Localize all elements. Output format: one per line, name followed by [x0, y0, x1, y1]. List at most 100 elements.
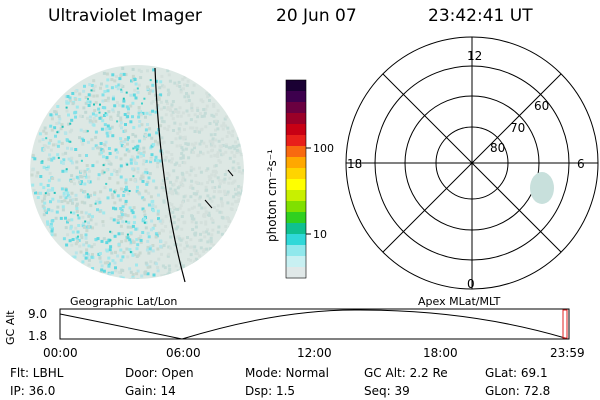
image-pixel — [68, 99, 72, 103]
image-pixel — [107, 264, 111, 268]
colorbar-segment — [286, 91, 306, 103]
image-pixel — [237, 143, 241, 147]
image-pixel — [121, 104, 125, 108]
image-pixel — [147, 203, 151, 207]
image-pixel — [85, 154, 88, 157]
image-pixel — [231, 129, 235, 133]
image-pixel — [110, 231, 114, 235]
image-pixel — [190, 206, 194, 210]
image-pixel — [139, 70, 143, 73]
image-pixel — [131, 275, 135, 279]
image-pixel — [133, 161, 137, 165]
image-pixel — [224, 115, 228, 119]
image-pixel — [84, 110, 88, 114]
image-pixel — [192, 144, 196, 147]
image-pixel — [61, 205, 65, 209]
image-pixel — [81, 223, 85, 227]
polar-auroral-patch — [530, 172, 554, 204]
image-pixel — [74, 197, 78, 201]
image-pixel — [145, 263, 149, 267]
image-pixel — [106, 89, 110, 93]
image-pixel — [164, 155, 168, 159]
image-pixel — [64, 95, 68, 99]
image-pixel — [142, 159, 146, 163]
image-pixel — [92, 117, 96, 120]
image-pixel — [150, 144, 154, 148]
image-pixel — [144, 168, 148, 172]
image-pixel — [142, 153, 145, 157]
image-pixel — [192, 167, 196, 171]
image-pixel — [223, 192, 227, 196]
image-pixel — [47, 141, 51, 145]
image-pixel — [223, 117, 227, 121]
image-pixel — [124, 129, 128, 133]
image-pixel — [233, 147, 237, 151]
image-pixel — [42, 148, 46, 152]
image-pixel — [141, 162, 145, 166]
image-pixel — [228, 176, 232, 180]
image-pixel — [119, 187, 123, 191]
image-pixel — [101, 93, 105, 97]
image-pixel — [119, 119, 123, 122]
image-pixel — [193, 245, 197, 249]
image-pixel — [217, 159, 221, 163]
image-pixel — [163, 274, 167, 278]
image-pixel — [218, 182, 222, 186]
image-pixel — [192, 217, 196, 221]
image-pixel — [216, 204, 220, 208]
image-pixel — [217, 178, 221, 182]
image-pixel — [179, 88, 183, 92]
image-pixel — [75, 105, 79, 109]
image-pixel — [101, 220, 105, 224]
image-pixel — [237, 149, 241, 153]
image-pixel — [239, 186, 243, 190]
image-pixel — [49, 139, 53, 142]
image-pixel — [87, 93, 91, 97]
image-pixel — [194, 231, 198, 235]
image-pixel — [154, 235, 158, 239]
image-pixel — [165, 177, 169, 180]
image-pixel — [182, 195, 186, 199]
image-pixel — [73, 255, 77, 259]
image-pixel — [166, 107, 170, 111]
image-pixel — [154, 110, 158, 114]
image-pixel — [67, 122, 71, 126]
image-pixel — [170, 160, 173, 164]
image-pixel — [125, 185, 128, 189]
image-pixel — [234, 216, 238, 220]
image-pixel — [129, 270, 133, 274]
image-pixel — [120, 240, 124, 244]
image-pixel-bright — [98, 111, 101, 114]
image-pixel — [50, 117, 54, 121]
image-pixel — [175, 161, 179, 165]
image-pixel — [192, 248, 196, 252]
image-pixel — [150, 136, 154, 140]
image-pixel — [198, 130, 201, 134]
image-pixel — [199, 221, 203, 225]
image-pixel — [203, 111, 207, 115]
image-pixel — [154, 79, 158, 83]
image-pixel — [46, 184, 50, 187]
image-pixel-bright — [109, 230, 112, 233]
image-pixel — [184, 142, 188, 146]
image-pixel — [43, 209, 47, 213]
image-pixel — [127, 149, 131, 153]
image-pixel — [151, 226, 155, 230]
image-pixel — [31, 168, 35, 172]
image-pixel-bright — [57, 156, 60, 159]
image-pixel-bright — [61, 125, 64, 128]
image-pixel — [115, 173, 119, 176]
image-pixel — [118, 198, 122, 202]
image-pixel — [212, 243, 216, 247]
image-pixel — [160, 274, 164, 278]
image-pixel — [71, 255, 75, 259]
image-pixel — [89, 204, 93, 208]
image-pixel — [126, 236, 130, 240]
image-pixel — [130, 209, 134, 213]
image-pixel — [157, 257, 161, 261]
colorbar-segment — [286, 245, 306, 257]
image-pixel — [86, 116, 89, 120]
image-pixel — [194, 141, 198, 145]
image-pixel — [91, 164, 95, 168]
image-pixel — [55, 122, 59, 125]
